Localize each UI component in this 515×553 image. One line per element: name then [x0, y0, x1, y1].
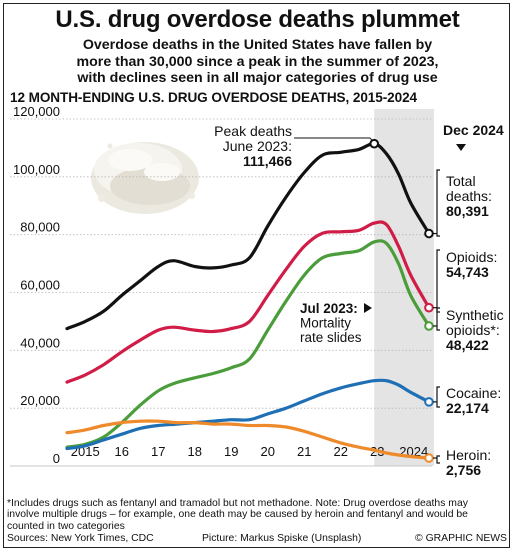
total-label-line: 80,391 [446, 203, 489, 219]
cocaine-bracket [436, 386, 440, 408]
total-label-line: deaths: [446, 188, 492, 204]
dec-2024-label: Dec 2024 [443, 122, 504, 138]
footnote-line: *Includes drugs such as fentanyl and tra… [7, 498, 468, 509]
footnote: *Includes drugs such as fentanyl and tra… [7, 498, 507, 532]
opioids-line [65, 220, 431, 384]
y-tick-label: 40,000 [20, 335, 60, 350]
opioids-label-line: Opioids: [446, 249, 497, 265]
gridlines [10, 118, 432, 467]
x-axis-ticks: 2015 16 17 18 19 20 21 22 23 2024 [71, 444, 428, 459]
copyright-credit: © GRAPHIC NEWS [415, 533, 507, 544]
x-tick-label: 20 [261, 444, 275, 459]
y-tick-label: 100,000 [13, 162, 60, 177]
peak-annotation-line: 111,466 [243, 153, 292, 169]
total-label-line: Total [446, 173, 476, 189]
series-endpoints [424, 228, 434, 463]
total-endpoint [424, 228, 434, 239]
x-tick-label: 18 [188, 444, 202, 459]
series-lines [65, 142, 431, 460]
synthetic-label-line: opioids*: [446, 322, 500, 338]
cocaine-line [65, 378, 431, 451]
opioids-bracket [436, 249, 440, 313]
heroin-line [65, 419, 431, 460]
heroin-endpoint [424, 453, 434, 463]
opioids-endpoint [424, 302, 434, 313]
credits: Sources: New York Times, CDC Picture: Ma… [7, 533, 507, 545]
footnote-line: counted in two categories [7, 520, 125, 532]
footnote-line: involve multiple drugs – for example, on… [7, 509, 468, 521]
peak-marker [369, 138, 380, 149]
watermark: GN GRAPHIC NEWS [113, 186, 351, 348]
jul-2023-annotation-line: Jul 2023: [300, 301, 358, 316]
x-tick-label: 19 [224, 444, 238, 459]
cocaine-label-line: Cocaine: [446, 385, 501, 401]
y-tick-label: 0 [53, 451, 60, 466]
y-tick-label: 60,000 [20, 278, 60, 293]
picture-credit: Picture: Markus Spiske (Unsplash) [202, 533, 362, 544]
jul-2023-annotation-line: rate slides [300, 330, 362, 345]
y-tick-label: 120,000 [13, 104, 60, 119]
y-tick-label: 20,000 [20, 393, 60, 408]
post-peak-shade [374, 109, 434, 466]
heroin-label-line: 2,756 [446, 462, 481, 478]
opioids-label-line: 54,743 [446, 264, 489, 280]
subtitle-line: Overdose deaths in the United States hav… [82, 37, 433, 53]
synthetic-line [65, 239, 431, 449]
sources-credit: Sources: New York Times, CDC [7, 533, 154, 544]
subtitle-line: more than 30,000 since a peak in the sum… [76, 53, 439, 70]
chart-heading: 12 MONTH-ENDING U.S. DRUG OVERDOSE DEATH… [10, 90, 417, 105]
x-tick-label: 21 [297, 444, 311, 459]
subtitle-line: with declines seen in all major categori… [77, 70, 438, 86]
synthetic-endpoint [424, 321, 434, 331]
synthetic-label-line: 48,422 [446, 337, 489, 353]
x-tick-label: 22 [334, 444, 348, 459]
y-tick-label: 80,000 [20, 220, 60, 235]
synthetic-label-line: Synthetic [446, 307, 504, 323]
heroin-label-line: Heroin: [446, 447, 491, 463]
powder-photo [91, 142, 199, 214]
dec-2024-arrow [456, 144, 466, 151]
cocaine-label-line: 22,174 [446, 400, 489, 416]
y-axis-ticks: 0 20,000 40,000 60,000 80,000 100,000 120,000 [13, 104, 60, 466]
x-tick-label: 16 [115, 444, 129, 459]
x-tick-label: 17 [151, 444, 165, 459]
jul-2023-arrow [364, 303, 372, 313]
page-title: U.S. drug overdose deaths plummet [55, 6, 460, 33]
jul-2023-annotation-line: Mortality [300, 316, 351, 331]
cocaine-endpoint [424, 397, 434, 407]
watermark-name: GRAPHIC NEWS [114, 314, 351, 347]
peak-annotation-line: June 2023: [223, 138, 292, 154]
subtitle: Overdose deaths in the United States hav… [40, 37, 475, 87]
heroin-bracket [436, 455, 440, 464]
total-bracket [436, 169, 440, 237]
synthetic-bracket [436, 307, 440, 331]
total-line [65, 142, 431, 331]
peak-annotation-line: Peak deaths [214, 123, 292, 139]
